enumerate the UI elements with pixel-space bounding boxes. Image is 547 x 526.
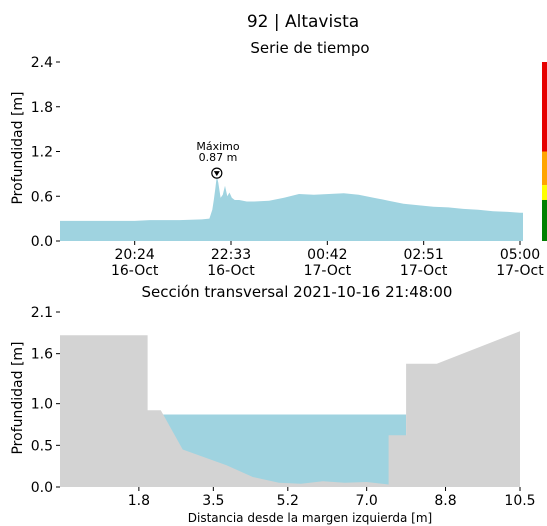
cross-section-chart: Sección transversal 2021-10-16 21:48:00 …: [10, 283, 536, 525]
x-tick-time: 20:24: [114, 247, 154, 263]
y-tick-label: 2.1: [31, 305, 53, 321]
alert-segment: [542, 199, 547, 241]
x-tick-time: 22:33: [211, 247, 251, 263]
y-tick-label: 1.8: [31, 100, 53, 116]
x-tick-label: 8.8: [434, 493, 456, 509]
y-tick-label: 1.0: [31, 397, 53, 413]
y-tick-label: 0.5: [31, 438, 53, 454]
x-tick-date: 17-Oct: [304, 263, 352, 279]
time-series-x-axis: 20:2416-Oct22:3316-Oct00:4217-Oct02:5117…: [111, 241, 544, 279]
x-tick-label: 7.0: [356, 493, 378, 509]
time-series-y-axis: 0.0 0.6 1.2 1.8 2.4: [31, 55, 60, 250]
y-tick-label: 1.2: [31, 145, 53, 161]
figure-title: 92 | Altavista: [247, 12, 359, 32]
maximum-label: Máximo: [196, 140, 240, 153]
x-tick-label: 3.5: [202, 493, 224, 509]
maximum-triangle: [213, 171, 220, 177]
y-tick-label: 0.0: [31, 234, 53, 250]
cross-section-x-label: Distancia desde la margen izquierda [m]: [188, 511, 432, 525]
y-tick-label: 1.6: [31, 347, 53, 363]
x-tick-label: 10.5: [504, 493, 535, 509]
time-series-y-label: Profundidad [m]: [10, 91, 26, 204]
time-series-chart: Serie de tiempo 0.00.61.21.82.4 20:2416-…: [10, 39, 547, 279]
alert-segment: [542, 151, 547, 186]
cross-section-title: Sección transversal 2021-10-16 21:48:00: [142, 283, 453, 301]
maximum-value-label: 0.87 m: [199, 151, 238, 164]
y-tick-label: 0.6: [31, 189, 53, 205]
cross-section-plot-area: [60, 331, 520, 487]
y-tick-label: 2.4: [31, 55, 53, 71]
x-tick-date: 17-Oct: [496, 263, 544, 279]
x-tick-time: 05:00: [500, 247, 540, 263]
cross-section-y-axis: 0.0 0.5 1.0 1.6 2.1: [31, 305, 60, 496]
y-tick-label: 0.0: [31, 480, 53, 496]
alert-level-bar: [542, 62, 547, 241]
alert-segment: [542, 62, 547, 152]
x-tick-date: 16-Oct: [207, 263, 255, 279]
cross-section-x-axis: 1.8 3.5 5.2 7.0 8.8 10.5: [128, 487, 536, 509]
x-tick-label: 1.8: [128, 493, 150, 509]
cross-section-y-label: Profundidad [m]: [10, 341, 26, 454]
alert-segment: [542, 185, 547, 200]
time-series-title: Serie de tiempo: [250, 39, 369, 57]
x-tick-time: 00:42: [307, 247, 347, 263]
x-tick-label: 5.2: [277, 493, 299, 509]
ground-profile: [60, 331, 520, 487]
time-series-plot-area: [60, 176, 523, 241]
x-tick-date: 17-Oct: [400, 263, 448, 279]
maximum-annotation: Máximo 0.87 m: [196, 140, 240, 179]
depth-area: [60, 176, 523, 241]
x-tick-time: 02:51: [403, 247, 443, 263]
x-tick-date: 16-Oct: [111, 263, 159, 279]
